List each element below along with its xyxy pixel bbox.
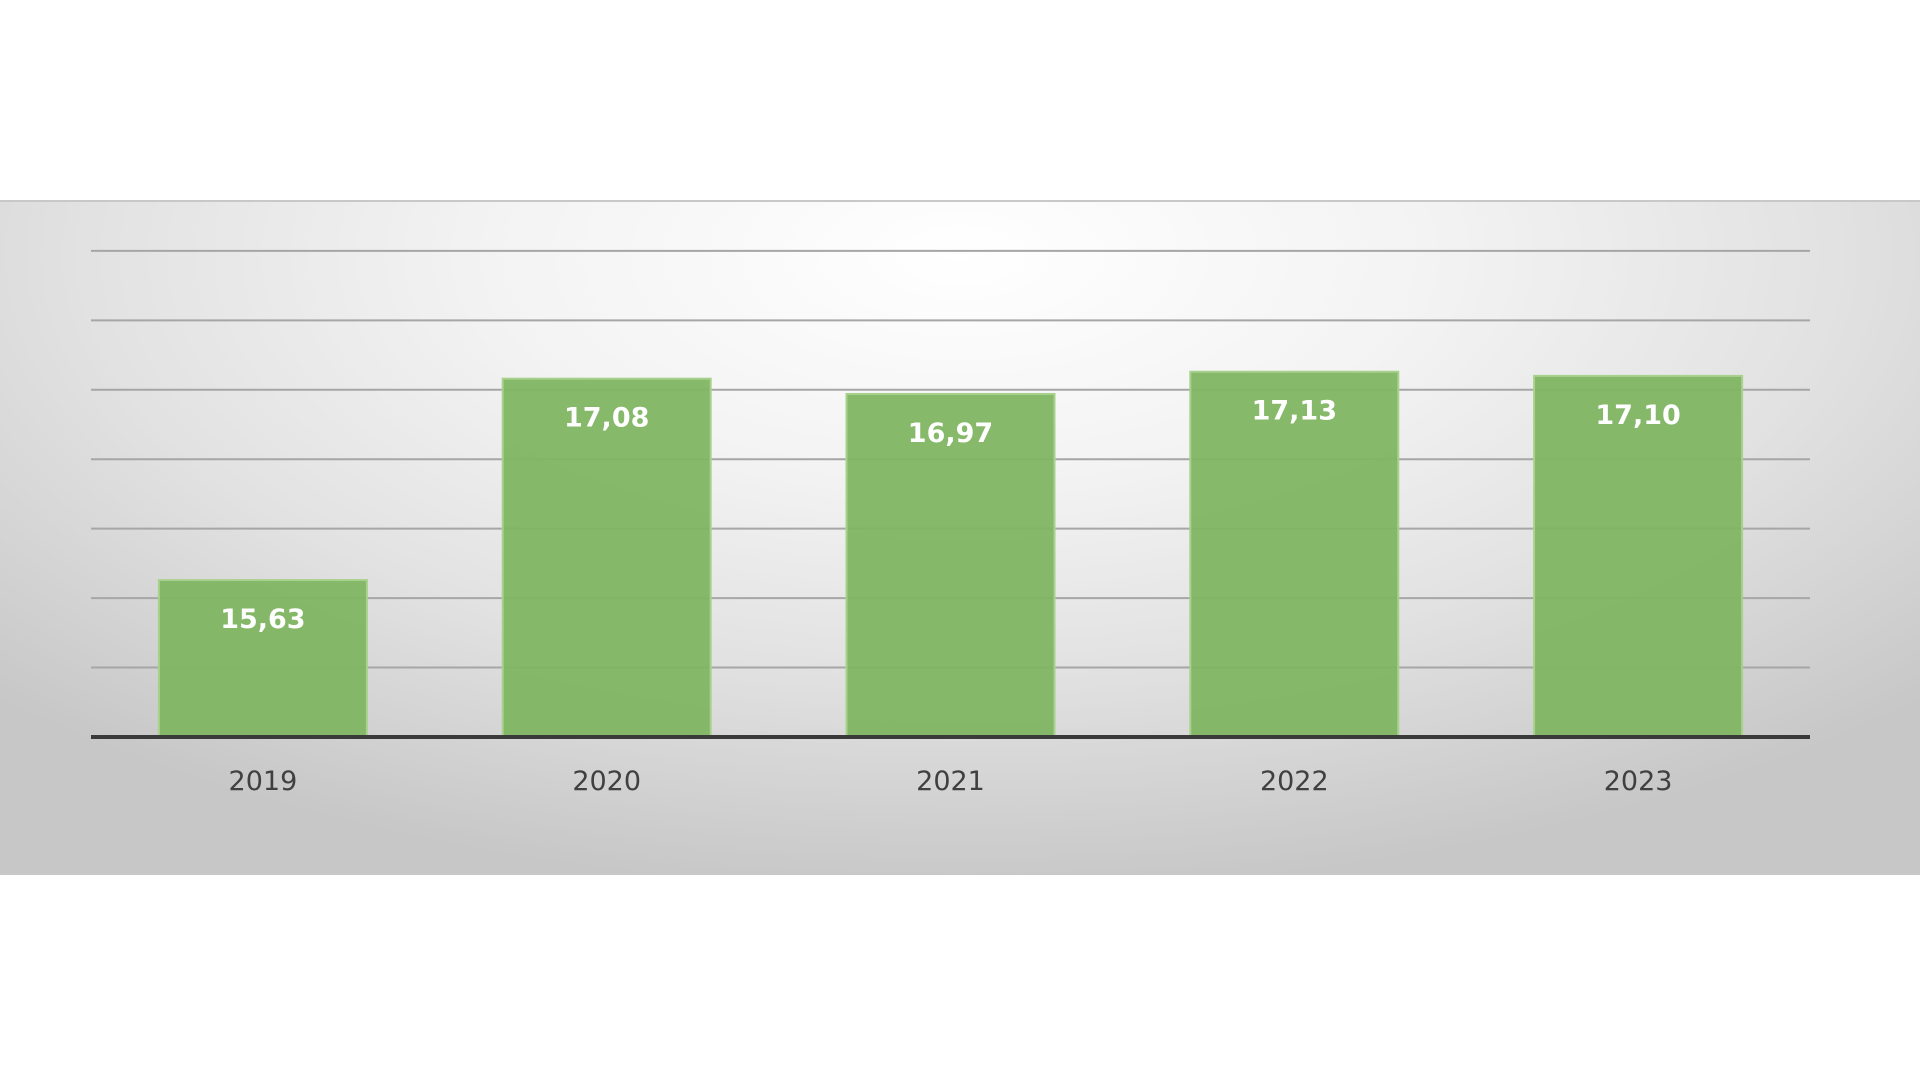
category-labels: 2019 2020 2021 2022 2023 (229, 766, 1673, 797)
data-label-2021: 16,97 (908, 418, 993, 449)
data-label-2022: 17,13 (1252, 396, 1337, 427)
data-labels: 15,63 17,08 16,97 17,13 17,10 (220, 396, 1681, 635)
bars (157, 370, 1744, 739)
bar-2021 (845, 392, 1056, 738)
category-label-2022: 2022 (1260, 766, 1329, 797)
category-label-2021: 2021 (916, 766, 985, 797)
data-label-2020: 17,08 (564, 403, 649, 434)
data-label-2023: 17,10 (1595, 400, 1680, 431)
chart-panel: 15,63 17,08 16,97 17,13 17,10 2019 2020 2021 20… (0, 200, 1920, 875)
bar-2023 (1533, 374, 1744, 738)
data-label-2019: 15,63 (220, 604, 305, 635)
bar-2020 (501, 377, 712, 739)
category-label-2023: 2023 (1604, 766, 1673, 797)
category-label-2020: 2020 (572, 766, 641, 797)
category-label-2019: 2019 (229, 766, 298, 797)
bar-2022 (1189, 370, 1400, 738)
